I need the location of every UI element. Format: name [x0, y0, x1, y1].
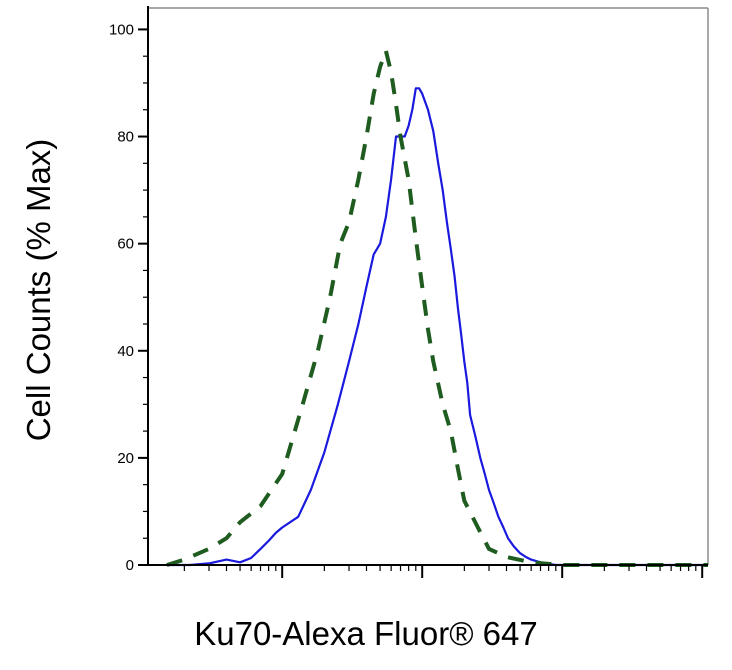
- plot-frame: [148, 7, 709, 565]
- series-line-2: [166, 48, 708, 567]
- y-tick-label: 60: [117, 236, 134, 253]
- series-layer: [166, 48, 708, 567]
- y-tick-label: 0: [126, 557, 134, 574]
- x-axis-title: Ku70-Alexa Fluor® 647: [194, 615, 538, 652]
- y-tick-label: 40: [117, 343, 134, 360]
- y-tick-label: 80: [117, 129, 134, 146]
- axes: 0 20 40 60 80 100: [109, 6, 708, 578]
- y-tick-label: 100: [109, 21, 134, 38]
- y-tick-label: 20: [117, 450, 134, 467]
- axis-labels: Cell Counts (% Max) Ku70-Alexa Fluor® 64…: [20, 139, 538, 652]
- y-axis-title: Cell Counts (% Max): [20, 139, 57, 442]
- series-line-1: [166, 87, 708, 567]
